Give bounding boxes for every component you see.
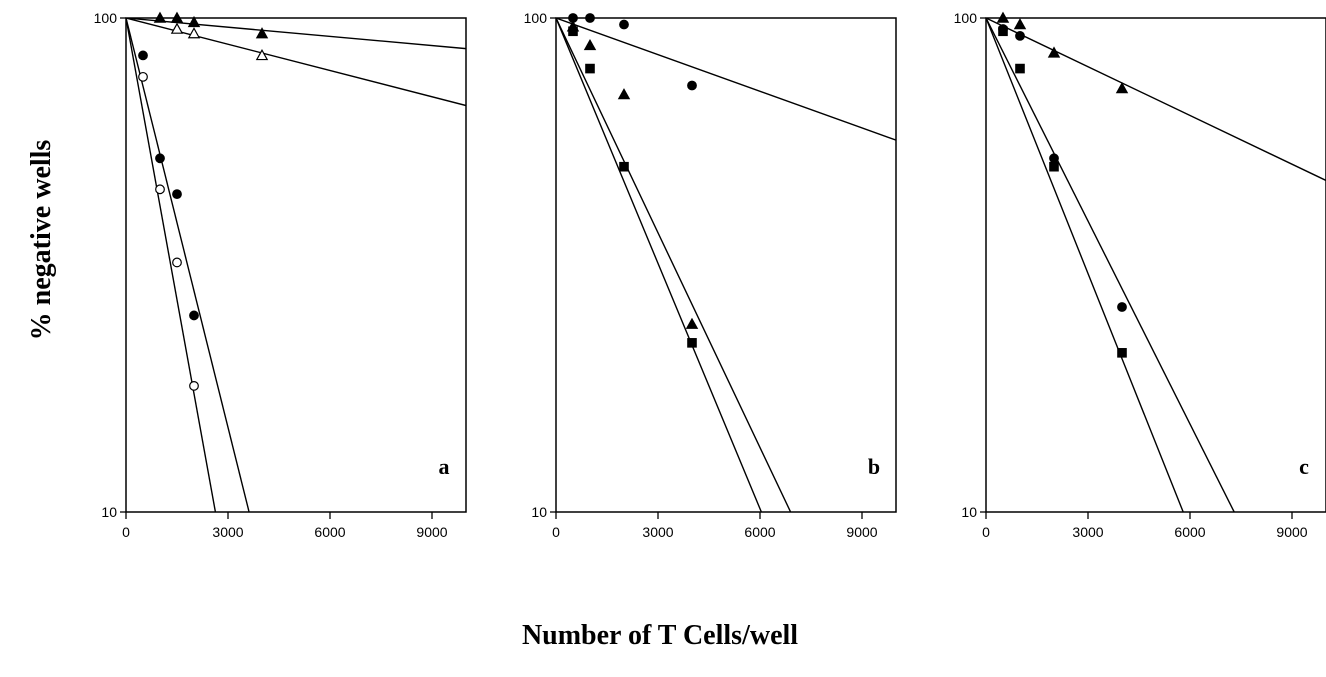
data-point-triangle	[996, 11, 1010, 23]
data-point-triangle	[583, 38, 597, 51]
panel-frame	[125, 17, 467, 513]
data-point-square	[1015, 63, 1025, 74]
x-tick-label: 0	[552, 524, 560, 540]
data-point-triangle	[187, 27, 201, 39]
data-point-circle	[189, 380, 199, 391]
data-point-circle	[585, 13, 595, 23]
data-point-circle	[1117, 302, 1127, 312]
fit-line	[986, 18, 1184, 512]
data-point-triangle	[1013, 18, 1027, 30]
fit-line	[556, 18, 763, 512]
y-axis-title: % negative wells	[26, 140, 57, 341]
data-point-triangle	[170, 11, 184, 23]
x-tick-label: 6000	[744, 524, 775, 540]
panel-frame	[555, 17, 897, 513]
data-point-square	[619, 161, 629, 172]
data-point-triangle	[255, 48, 269, 61]
y-tick-label: 100	[524, 10, 548, 26]
x-tick-label: 9000	[846, 524, 877, 540]
data-point-triangle	[1115, 82, 1129, 94]
data-point-circle	[687, 80, 697, 91]
data-point-circle	[155, 153, 165, 164]
panel-letter: c	[1299, 454, 1309, 479]
fit-lines	[556, 18, 896, 512]
panel-a: 0 3000 6000 9000 10 100 a	[94, 10, 467, 540]
fit-line	[126, 18, 466, 50]
fit-line	[986, 18, 1326, 182]
data-point-circle	[189, 310, 199, 321]
y-tick-label: 100	[954, 10, 978, 26]
fit-line	[126, 18, 217, 512]
data-point-circle	[138, 50, 148, 61]
x-tick-label: 6000	[1174, 524, 1205, 540]
x-tick-label: 0	[982, 524, 990, 540]
x-axis-title: Number of T Cells/well	[522, 620, 798, 651]
x-tick-label: 9000	[416, 524, 447, 540]
y-tick-label: 10	[531, 504, 547, 520]
data-point-triangle	[255, 27, 269, 39]
x-tick-label: 9000	[1276, 524, 1307, 540]
data-point-square	[568, 26, 578, 37]
data-point-square	[998, 26, 1008, 37]
data-point-square	[1049, 161, 1059, 172]
panel-letter: b	[868, 454, 880, 479]
panel-b: 0 3000 6000 9000 10 100 b	[524, 10, 897, 540]
fit-line	[556, 18, 792, 512]
data-point-circle	[1049, 153, 1059, 164]
data-point-circle	[138, 71, 148, 82]
fit-line	[126, 18, 250, 512]
fit-lines	[126, 18, 466, 512]
data-point-triangle	[685, 317, 699, 329]
fit-line	[986, 18, 1235, 512]
data-point-square	[585, 63, 595, 74]
y-tick-label: 10	[961, 504, 977, 520]
x-tick-label: 3000	[212, 524, 243, 540]
data-point-circle	[619, 19, 629, 30]
data-point-triangle	[153, 11, 167, 23]
fit-line	[556, 18, 896, 141]
y-tick-label: 100	[94, 10, 118, 26]
data-point-square	[687, 338, 697, 348]
panels: 0 3000 6000 9000 10 100 a 0 3000 6000 9000 10 100 b 0 3…	[94, 10, 1326, 540]
data-point-circle	[172, 257, 182, 268]
data-point-circle	[172, 189, 182, 200]
data-point-triangle	[1047, 46, 1061, 58]
data-point-circle	[1015, 30, 1025, 41]
x-tick-label: 3000	[642, 524, 673, 540]
x-tick-label: 6000	[314, 524, 345, 540]
data-point-triangle	[170, 22, 184, 34]
x-tick-label: 0	[122, 524, 130, 540]
fit-line	[126, 18, 466, 107]
data-point-triangle	[187, 15, 201, 28]
fit-lines	[986, 18, 1326, 512]
data-point-circle	[155, 184, 165, 195]
x-tick-label: 3000	[1072, 524, 1103, 540]
panel-letter: a	[439, 454, 450, 479]
panel-frame	[985, 17, 1326, 513]
y-tick-label: 10	[101, 504, 117, 520]
data-point-square	[1117, 348, 1127, 358]
panel-c: 0 3000 6000 9000 10 100 c	[954, 10, 1326, 540]
data-point-triangle	[617, 88, 631, 100]
